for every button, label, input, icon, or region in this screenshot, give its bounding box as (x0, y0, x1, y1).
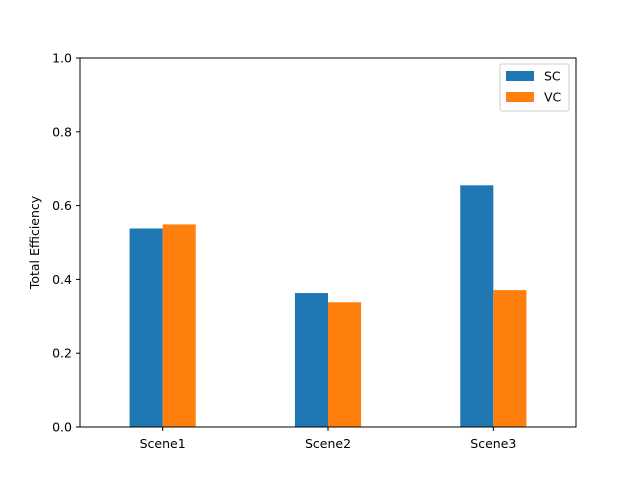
y-axis-label: Total Efficiency (27, 195, 42, 290)
y-tick-label: 0.8 (52, 124, 72, 139)
x-tick-label: Scene2 (305, 436, 351, 451)
legend-label-sc: SC (544, 69, 561, 84)
y-tick-label: 0.6 (52, 198, 72, 213)
bar-vc-scene2 (328, 302, 362, 427)
legend-swatch-vc (506, 92, 534, 102)
bar-sc-scene2 (294, 293, 328, 427)
legend: SC VC (499, 63, 570, 112)
y-tick-label: 0.2 (52, 346, 72, 361)
legend-label-vc: VC (544, 90, 562, 105)
x-tick-label: Scene1 (140, 436, 186, 451)
x-axis: Scene1 Scene2 Scene3 (140, 427, 516, 451)
y-tick-label: 1.0 (52, 51, 72, 66)
y-tick-label: 0.0 (52, 420, 72, 435)
bar-sc-scene3 (460, 185, 494, 427)
y-axis: 0.0 0.2 0.4 0.6 0.8 1.0 (52, 51, 80, 435)
x-tick-label: Scene3 (470, 436, 516, 451)
legend-swatch-sc (506, 71, 534, 81)
bar-vc-scene1 (162, 224, 196, 427)
y-tick-label: 0.4 (52, 272, 72, 287)
bar-sc-scene1 (129, 228, 163, 427)
bar-vc-scene3 (493, 290, 527, 427)
bars-group (129, 185, 527, 427)
